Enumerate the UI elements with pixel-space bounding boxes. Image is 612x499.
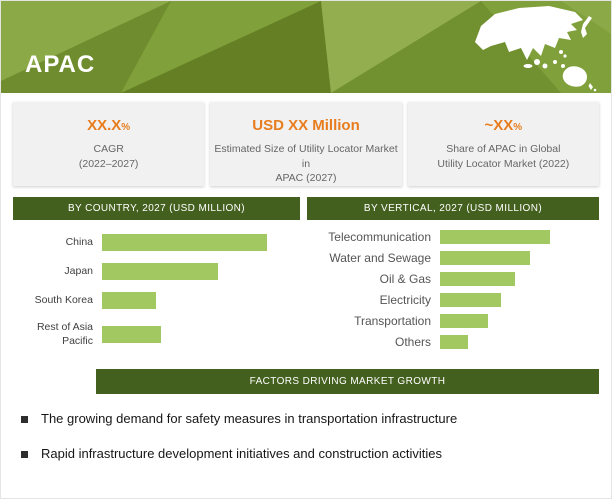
- category-label-telecommunication: Telecommunication: [328, 230, 431, 244]
- bar-telecommunication: [440, 230, 550, 244]
- category-label-south-korea: South Korea: [34, 293, 93, 306]
- bar-row-transportation: Transportation: [307, 314, 609, 328]
- stat-desc-share: Share of APAC in Global Utility Locator …: [437, 143, 570, 170]
- stat-box-cagr: XX.X% CAGR (2022–2027): [13, 102, 205, 186]
- asia-pacific-map-icon: [475, 6, 597, 92]
- category-label-electricity: Electricity: [379, 293, 431, 307]
- bar-row-telecommunication: Telecommunication: [307, 230, 609, 244]
- factor-bullet-2: Rapid infrastructure development initiat…: [21, 446, 596, 462]
- stat-desc-cagr: CAGR (2022–2027): [78, 143, 139, 170]
- page-title: APAC: [25, 51, 96, 78]
- bar-row-south-korea: South Korea: [13, 292, 305, 309]
- factor-bullet-2-text: Rapid infrastructure development initiat…: [41, 446, 443, 462]
- stat-value-cagr: XX.X: [87, 117, 122, 134]
- stat-box-market-size: USD XX Million Estimated Size of Utility…: [210, 102, 402, 186]
- factors-bullet-list: The growing demand for safety measures i…: [21, 411, 596, 482]
- bar-oil-and-gas: [440, 272, 515, 286]
- bar-row-water-and-sewage: Water and Sewage: [307, 251, 609, 265]
- bar-japan: [102, 263, 218, 280]
- stat-desc-market-size: Estimated Size of Utility Locator Market…: [214, 143, 398, 185]
- bar-row-electricity: Electricity: [307, 293, 609, 307]
- section-header-by-vertical: BY VERTICAL, 2027 (USD MILLION): [307, 197, 599, 220]
- bar-south-korea: [102, 292, 157, 309]
- stat-value-market-size: USD XX Million: [252, 117, 360, 134]
- bar-row-rest-of-asia-pacific: Rest of Asia Pacific: [13, 321, 305, 348]
- bar-others: [440, 335, 468, 349]
- chart-by-country: China Japan South Korea Rest of Asia Pac…: [13, 234, 305, 360]
- bar-row-china: China: [13, 234, 305, 251]
- bullet-square-icon: [21, 451, 28, 459]
- category-label-rest-of-asia-pacific: Rest of Asia Pacific: [36, 321, 93, 347]
- stat-suffix-share: %: [513, 122, 523, 133]
- factor-bullet-1: The growing demand for safety measures i…: [21, 411, 596, 427]
- category-label-japan: Japan: [64, 264, 93, 277]
- bar-row-oil-and-gas: Oil & Gas: [307, 272, 609, 286]
- category-label-transportation: Transportation: [354, 314, 431, 328]
- category-label-others: Others: [394, 335, 431, 349]
- section-header-by-country: BY COUNTRY, 2027 (USD MILLION): [13, 197, 300, 220]
- factors-header: FACTORS DRIVING MARKET GROWTH: [96, 369, 599, 394]
- category-label-water-and-sewage: Water and Sewage: [329, 251, 431, 265]
- stat-value-share: ~XX: [484, 117, 514, 134]
- stat-box-share: ~XX% Share of APAC in Global Utility Loc…: [407, 102, 599, 186]
- chart-by-vertical: Telecommunication Water and Sewage Oil &…: [307, 230, 609, 356]
- bar-row-japan: Japan: [13, 263, 305, 280]
- bar-china: [102, 234, 267, 251]
- bar-electricity: [440, 293, 501, 307]
- header-banner: APAC: [1, 1, 611, 93]
- factor-bullet-1-text: The growing demand for safety measures i…: [41, 411, 458, 426]
- bar-row-others: Others: [307, 335, 609, 349]
- category-label-oil-and-gas: Oil & Gas: [379, 272, 431, 286]
- stats-row: XX.X% CAGR (2022–2027) USD XX Million Es…: [13, 102, 599, 186]
- bar-rest-of-asia-pacific: [102, 326, 162, 344]
- bar-transportation: [440, 314, 489, 328]
- bullet-square-icon: [21, 416, 28, 423]
- bar-water-and-sewage: [440, 251, 531, 265]
- stat-suffix-cagr: %: [121, 122, 131, 133]
- category-label-china: China: [65, 235, 93, 248]
